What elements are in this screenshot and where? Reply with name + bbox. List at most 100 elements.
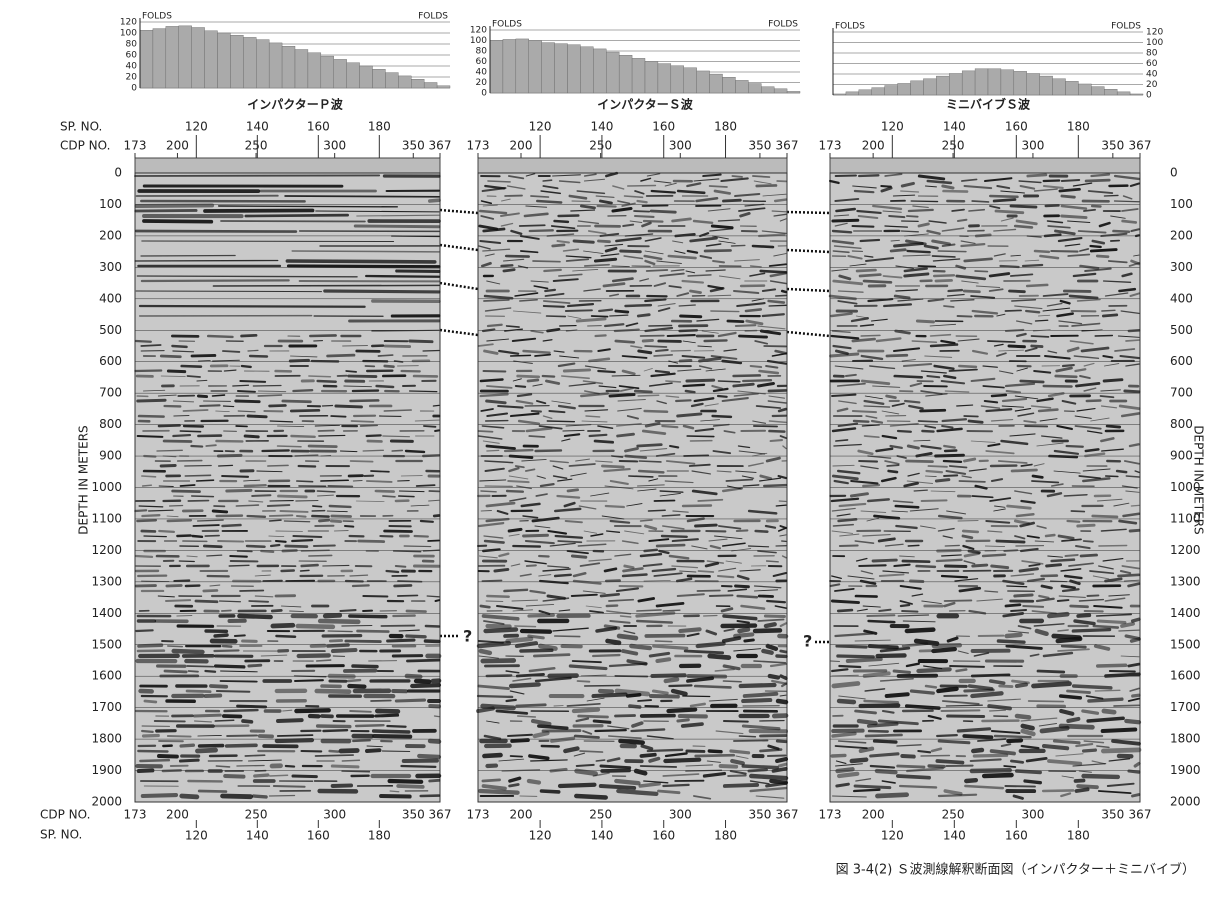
- seismic-reflection: [649, 209, 677, 214]
- seismic-reflection: [580, 392, 609, 398]
- seismic-reflection: [141, 484, 153, 487]
- seismic-reflection: [694, 753, 736, 758]
- cdp-tick-label: 200: [166, 808, 189, 822]
- seismic-reflection: [137, 643, 164, 648]
- seismic-reflection: [322, 564, 350, 567]
- seismic-reflection: [554, 507, 582, 513]
- seismic-reflection: [662, 525, 685, 530]
- seismic-reflection: [308, 554, 333, 557]
- seismic-reflection: [887, 469, 899, 474]
- seismic-reflection: [205, 444, 217, 447]
- seismic-reflection: [871, 558, 898, 563]
- seismic-reflection: [640, 177, 652, 182]
- seismic-reflection: [136, 435, 164, 438]
- seismic-reflection: [898, 784, 938, 789]
- seismic-reflection: [931, 239, 951, 246]
- seismic-reflection: [837, 300, 858, 305]
- fold-tick-label: 80: [126, 40, 138, 50]
- seismic-reflection: [771, 679, 788, 685]
- seismic-reflection: [717, 525, 742, 530]
- seismic-reflection: [723, 628, 735, 632]
- seismic-reflection: [947, 288, 964, 293]
- seismic-reflection: [935, 558, 963, 563]
- fold-bar: [385, 72, 399, 89]
- seismic-reflection: [419, 519, 434, 523]
- seismic-reflection: [661, 424, 679, 429]
- seismic-reflection: [970, 673, 1011, 678]
- seismic-reflection: [779, 694, 787, 697]
- seismic-reflection: [530, 330, 544, 334]
- seismic-reflection: [745, 319, 764, 326]
- seismic-reflection: [1036, 442, 1064, 447]
- seismic-reflection: [1076, 407, 1096, 412]
- seismic-reflection: [872, 385, 901, 388]
- seismic-reflection: [920, 444, 942, 450]
- seismic-reflection: [1082, 468, 1111, 472]
- seismic-reflection: [936, 686, 959, 694]
- seismic-reflection: [571, 707, 601, 714]
- seismic-reflection: [1077, 230, 1107, 234]
- seismic-reflection: [502, 268, 516, 273]
- seismic-reflection: [1066, 346, 1080, 353]
- seismic-reflection: [926, 179, 953, 185]
- seismic-reflection: [427, 738, 442, 744]
- seismic-reflection: [597, 348, 611, 353]
- seismic-reflection: [943, 789, 963, 796]
- seismic-reflection: [867, 455, 892, 459]
- seismic-reflection: [1040, 584, 1053, 590]
- seismic-reflection: [553, 219, 570, 224]
- seismic-reflection: [937, 514, 963, 520]
- seismic-reflection: [717, 331, 737, 338]
- seismic-reflection: [524, 468, 536, 472]
- seismic-reflection: [730, 244, 746, 247]
- seismic-reflection: [924, 355, 953, 358]
- seismic-reflection: [608, 393, 636, 398]
- seismic-reflection: [228, 564, 250, 567]
- seismic-reflection: [1057, 236, 1083, 243]
- seismic-reflection: [322, 728, 349, 733]
- fold-bar: [709, 73, 723, 94]
- seismic-reflection: [831, 674, 859, 677]
- seismic-reflection: [777, 762, 788, 768]
- seismic-reflection: [583, 173, 597, 177]
- fold-bar: [897, 83, 911, 96]
- seismic-reflection: [1025, 283, 1049, 288]
- seismic-reflection: [1023, 779, 1042, 785]
- seismic-reflection: [1079, 248, 1090, 252]
- fold-bar: [884, 85, 898, 96]
- seismic-reflection: [889, 248, 907, 253]
- seismic-reflection: [739, 211, 751, 218]
- seismic-reflection: [294, 708, 331, 714]
- seismic-reflection: [553, 635, 581, 638]
- seismic-reflection: [877, 719, 919, 726]
- seismic-reflection: [844, 373, 857, 377]
- seismic-reflection: [223, 774, 246, 779]
- seismic-reflection: [292, 535, 323, 538]
- seismic-reflection: [892, 669, 911, 675]
- seismic-reflection: [696, 318, 720, 322]
- seismic-reflection: [270, 622, 296, 629]
- seismic-reflection: [284, 195, 440, 198]
- seismic-reflection: [641, 339, 654, 343]
- seismic-reflection: [268, 519, 282, 522]
- seismic-reflection: [575, 763, 595, 767]
- seismic-reflection: [326, 353, 356, 358]
- seismic-reflection: [967, 419, 984, 424]
- seismic-reflection: [1044, 533, 1056, 538]
- seismic-reflection: [134, 209, 198, 213]
- seismic-reflection: [892, 194, 916, 197]
- seismic-reflection: [403, 545, 432, 548]
- seismic-reflection: [1086, 594, 1100, 597]
- seismic-reflection: [197, 734, 222, 737]
- sp-tick-label: 180: [714, 829, 737, 843]
- seismic-reflection: [408, 339, 434, 344]
- seismic-reflection: [291, 774, 318, 779]
- seismic-reflection: [256, 470, 283, 473]
- seismic-reflection: [1113, 704, 1140, 707]
- seismic-reflection: [757, 325, 786, 330]
- seismic-reflection: [1033, 623, 1065, 627]
- seismic-reflection: [203, 544, 223, 549]
- seismic-reflection: [638, 781, 661, 788]
- seismic-reflection: [140, 344, 162, 347]
- seismic-reflection: [974, 270, 989, 273]
